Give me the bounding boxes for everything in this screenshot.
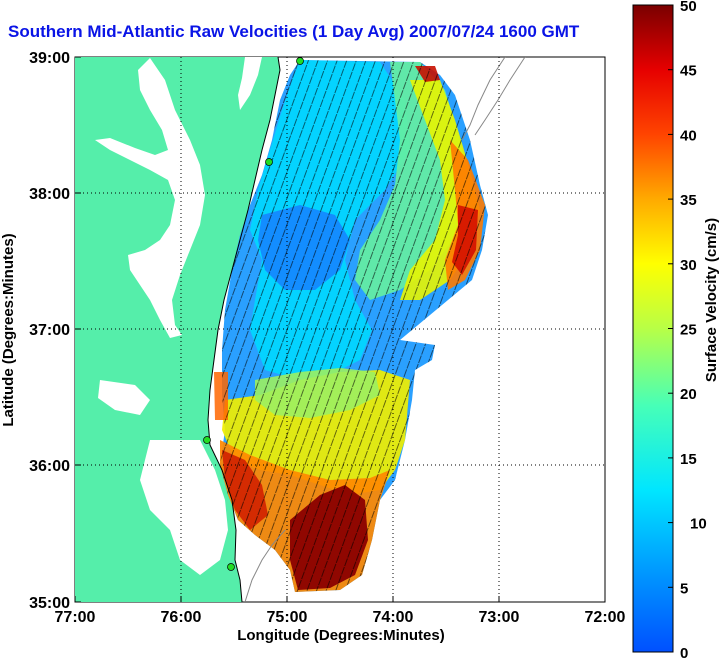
y-axis-label: Latitude (Degrees:Minutes) (0, 233, 17, 426)
colorbar-tick-label: 40 (680, 127, 697, 144)
colorbar-tick-label: 45 (680, 63, 697, 80)
delaware-bay (238, 57, 262, 110)
colorbar-tick-label: 15 (680, 451, 697, 468)
colorbar (632, 4, 674, 653)
radar-site-marker (227, 563, 235, 571)
y-tick-label: 36:00 (29, 458, 70, 475)
grid-lines (75, 57, 605, 602)
bathymetry-contour-3 (244, 529, 286, 602)
colorbar-tick-label: 20 (680, 386, 697, 403)
chesapeake-bay (95, 58, 205, 338)
x-tick-label: 74:00 (373, 609, 414, 626)
y-tick-label: 37:00 (29, 322, 70, 339)
colorbar-tick-label: 5 (680, 580, 688, 597)
x-tick-label: 72:00 (585, 609, 626, 626)
radar-site-marker (296, 57, 304, 65)
pamlico-sound (140, 440, 228, 575)
coastline (207, 57, 281, 602)
x-tick-label: 76:00 (161, 609, 202, 626)
x-tick-label: 77:00 (55, 609, 96, 626)
x-axis-label: Longitude (Degrees:Minutes) (237, 627, 445, 644)
tick-marks (74, 56, 606, 603)
radar-site-marker (265, 158, 273, 166)
colorbar-tick-label: 35 (680, 192, 697, 209)
colorbar-ticks (668, 4, 673, 653)
colorbar-tick-label: 0 (680, 645, 688, 659)
y-tick-label: 35:00 (29, 595, 70, 612)
map-title: Southern Mid-Atlantic Raw Velocities (1 … (8, 22, 580, 41)
colorbar-label: Surface Velocity (cm/s) (703, 218, 720, 382)
radar-site-marker (203, 436, 211, 444)
x-tick-label: 75:00 (267, 609, 308, 626)
colorbar-tick-label: 25 (680, 322, 697, 339)
x-tick-label: 73:00 (479, 609, 520, 626)
colorbar-tick-label: 10 (690, 516, 707, 533)
bathymetry-contour-2 (474, 57, 526, 136)
colorbar-tick-label: 50 (680, 0, 697, 15)
bathymetry-contour-1 (461, 57, 506, 141)
y-tick-label: 38:00 (29, 186, 70, 203)
inland-water-3 (98, 380, 150, 415)
colorbar-tick-label: 30 (680, 257, 697, 274)
y-tick-label: 39:00 (29, 50, 70, 67)
